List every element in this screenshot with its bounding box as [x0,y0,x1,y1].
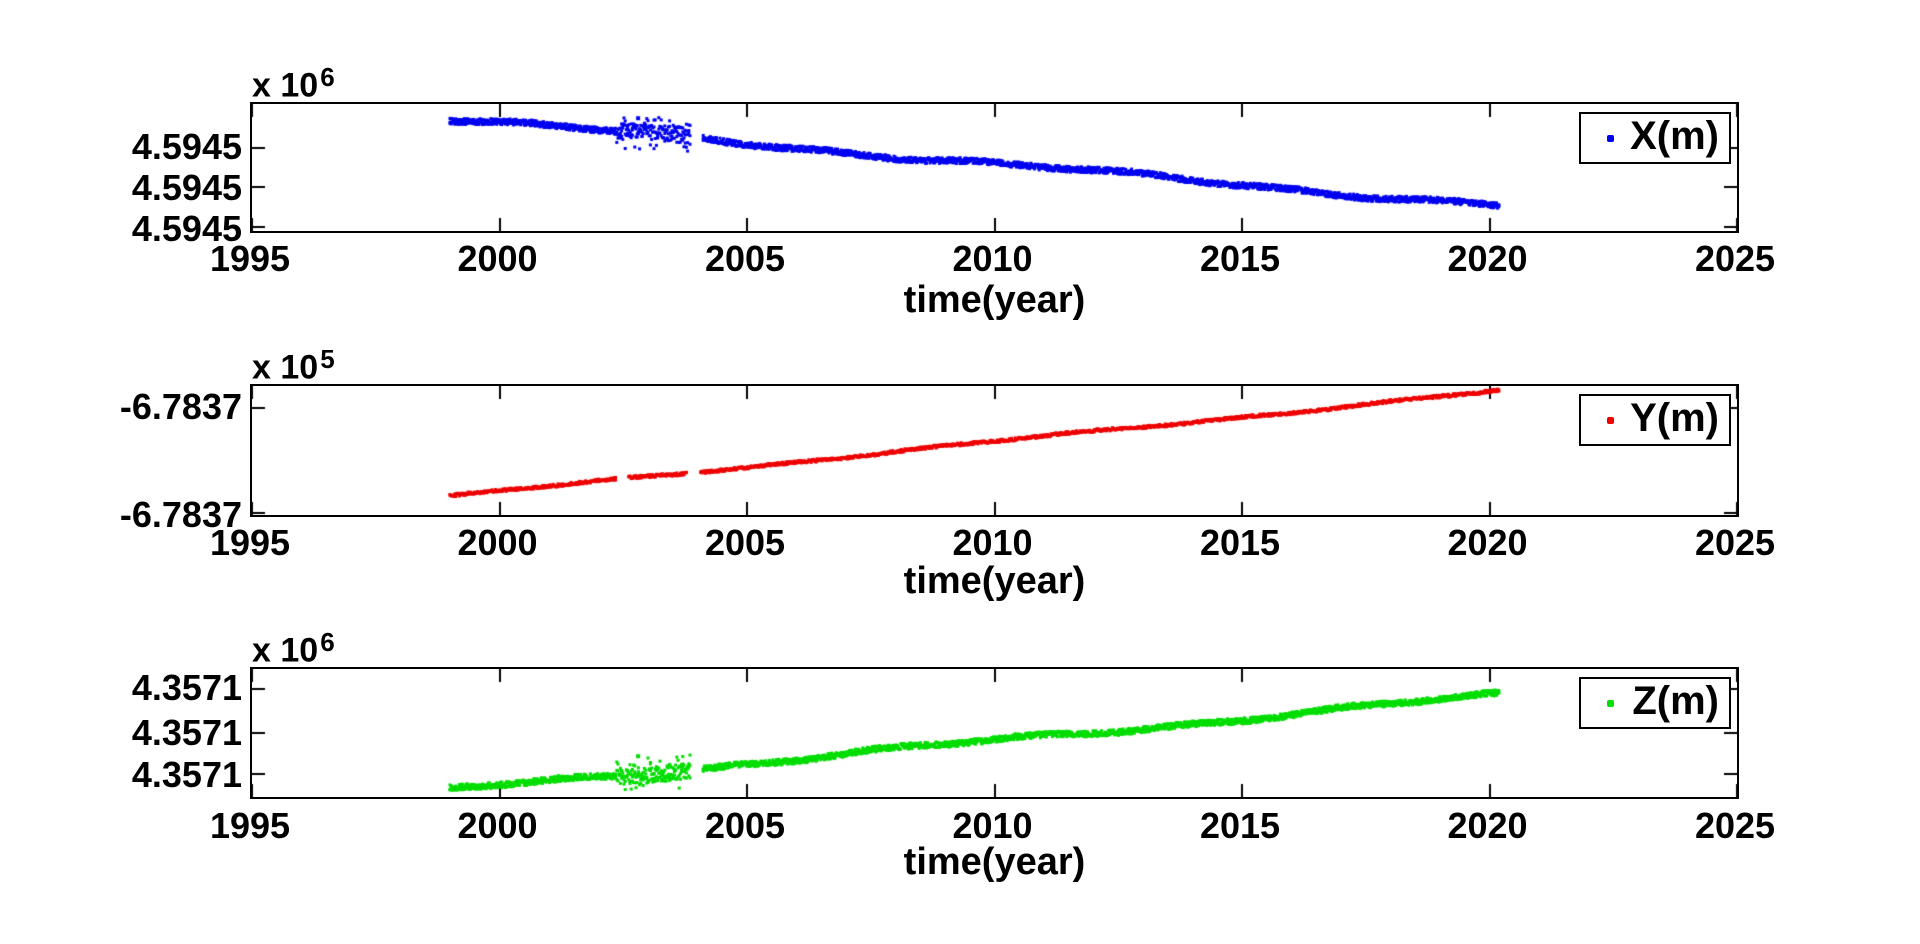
y-tick-label: 4.3571 [131,666,242,708]
multiplier-exponent: 6 [320,62,335,92]
legend-marker-y-icon [1607,416,1614,424]
multiplier-exponent: 6 [320,627,335,657]
x-tick-label: 2005 [704,522,786,563]
legend-marker-x-icon [1607,134,1614,142]
x-axis-label-y: time(year) [903,560,1086,602]
legend-z[interactable]: Z(m) [1579,677,1731,729]
x-tick-label: 2010 [952,238,1033,279]
x-tick-label: 2015 [1199,805,1281,846]
x-axis-label-x: time(year) [903,279,1086,321]
multiplier-base: x 10 [252,66,319,105]
x-tick-label: 1995 [209,805,291,846]
x-tick-label: 2000 [457,238,538,279]
y-axis-multiplier-x: x 106 [252,62,335,105]
x-tick-label: 2020 [1447,238,1528,279]
y-tick-label: 4.5945 [131,166,242,208]
multiplier-base: x 10 [252,348,319,387]
x-series-canvas [252,104,1737,231]
y-tick-label: -6.7837 [119,494,242,535]
x-tick-label: 2000 [457,805,538,846]
legend-x[interactable]: X(m) [1579,112,1731,164]
legend-label-y: Y(m) [1630,395,1719,440]
x-tick-label: 2015 [1199,522,1281,563]
multiplier-base: x 10 [252,631,319,670]
y-axis-multiplier-z: x 106 [252,627,335,670]
legend-label-z: Z(m) [1632,678,1719,723]
x-tick-label: 2000 [457,522,538,563]
x-tick-label: 2025 [1694,238,1776,279]
multiplier-exponent: 5 [320,344,335,374]
y-tick-label: 4.5945 [131,207,242,249]
legend-marker-z-icon [1607,699,1614,707]
y-tick-label: -6.7837 [119,386,242,427]
y-series-canvas [252,386,1737,515]
y-tick-label: 4.3571 [131,712,242,753]
x-tick-label: 2015 [1199,238,1281,279]
plot-area-y: Y(m) [250,384,1739,517]
x-tick-label: 2010 [952,522,1033,563]
x-tick-label: 2010 [952,805,1033,846]
plot-area-x: X(m) [250,102,1739,233]
x-tick-label: 1995 [209,238,291,279]
z-series-canvas [252,669,1737,797]
x-tick-label: 2005 [704,805,786,846]
plot-area-z: Z(m) [250,667,1739,799]
x-tick-label: 2020 [1447,805,1528,846]
x-tick-label: 2025 [1694,805,1776,846]
x-tick-label: 2005 [704,238,786,279]
y-tick-label: 4.5945 [131,126,242,168]
x-tick-label: 2025 [1694,522,1776,563]
x-tick-label: 2020 [1447,522,1528,563]
x-axis-label-z: time(year) [903,841,1086,883]
legend-y[interactable]: Y(m) [1579,394,1731,446]
y-tick-label: 4.3571 [131,753,242,795]
y-axis-multiplier-y: x 105 [252,344,335,387]
x-tick-label: 1995 [209,522,291,563]
legend-label-x: X(m) [1630,113,1719,158]
